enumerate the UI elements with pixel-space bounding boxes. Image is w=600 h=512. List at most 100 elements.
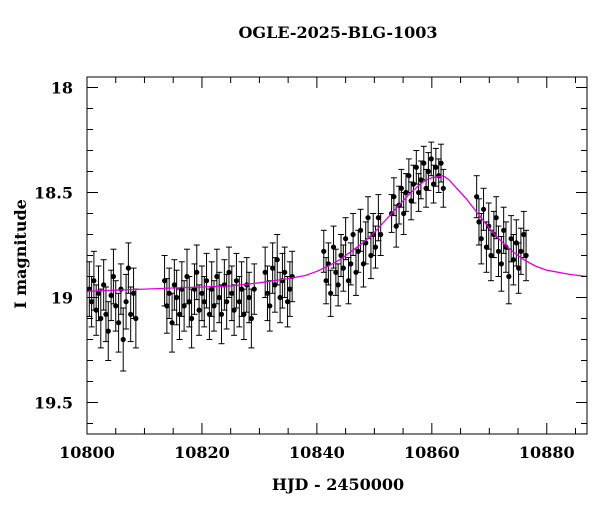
data-point <box>264 290 271 296</box>
data-point <box>423 185 429 191</box>
data-point <box>480 206 487 212</box>
data-point <box>501 227 507 233</box>
data-point <box>211 303 217 309</box>
data-point <box>95 290 102 296</box>
data-point <box>125 265 131 271</box>
data-point <box>523 252 529 259</box>
data-point <box>398 185 404 191</box>
data-point <box>277 294 283 301</box>
data-point <box>413 164 419 170</box>
x-axis-label: HJD - 2450000 <box>272 475 404 494</box>
data-point <box>233 278 240 284</box>
data-point <box>330 244 337 250</box>
data-point <box>226 269 232 275</box>
data-point <box>203 278 210 284</box>
x-tick-label: 10880 <box>519 443 575 462</box>
data-point <box>335 282 341 288</box>
data-point <box>128 311 134 317</box>
data-point <box>493 215 499 221</box>
data-point <box>181 303 187 309</box>
data-point <box>328 290 334 296</box>
data-point <box>378 231 384 238</box>
data-point <box>113 303 119 309</box>
data-point <box>287 286 293 292</box>
data-point <box>105 328 111 334</box>
data-point <box>438 160 444 166</box>
data-point <box>199 290 205 296</box>
data-point <box>93 307 99 313</box>
data-point <box>365 215 371 221</box>
data-point <box>345 278 352 284</box>
y-tick-label: 19 <box>51 289 73 308</box>
data-point <box>176 311 183 317</box>
data-point <box>231 307 237 313</box>
data-point <box>340 265 346 271</box>
data-point <box>428 156 434 162</box>
data-point <box>262 269 268 275</box>
data-point <box>241 311 247 317</box>
data-point <box>206 311 213 317</box>
data-point <box>516 265 522 271</box>
x-tick-label: 10860 <box>404 443 460 462</box>
y-axis-label: I magnitude <box>11 199 30 309</box>
y-tick-label: 18.5 <box>34 184 73 203</box>
data-point <box>236 299 242 305</box>
data-point <box>416 189 422 196</box>
data-point <box>110 273 117 280</box>
data-point <box>98 315 104 322</box>
tick-labels: 10800 10820 10840 10860 10880 18 18.5 19 19.5 <box>34 79 575 463</box>
data-point <box>118 286 124 292</box>
data-point <box>270 265 276 271</box>
data-point <box>171 282 177 288</box>
data-point <box>120 336 126 343</box>
data-point <box>476 219 482 225</box>
data-point <box>229 290 235 296</box>
data-point <box>478 236 484 242</box>
x-tick-label: 10820 <box>174 443 230 462</box>
data-point <box>108 292 114 298</box>
data-point <box>408 198 414 204</box>
plot-marks <box>86 141 588 372</box>
data-point <box>421 160 427 166</box>
x-tick-label: 10840 <box>289 443 345 462</box>
data-point <box>508 236 514 242</box>
data-point <box>282 269 288 275</box>
data-point <box>350 231 356 238</box>
data-point <box>123 299 129 305</box>
data-point <box>161 278 168 284</box>
data-point <box>174 294 180 301</box>
data-point <box>323 278 329 284</box>
data-point <box>214 273 220 280</box>
data-point <box>218 311 225 317</box>
data-point <box>357 227 364 233</box>
chart-title: OGLE-2025-BLG-1003 <box>238 23 437 42</box>
data-point <box>474 194 480 200</box>
data-point <box>248 315 254 322</box>
data-point <box>406 173 412 179</box>
data-point <box>133 315 139 322</box>
data-point <box>169 320 175 326</box>
data-point <box>86 286 92 292</box>
data-point <box>375 215 381 221</box>
data-point <box>425 168 431 175</box>
data-point <box>164 303 170 309</box>
data-point <box>246 294 252 301</box>
data-point <box>348 261 354 267</box>
data-point <box>201 299 207 305</box>
data-point <box>440 185 446 191</box>
data-point <box>116 320 122 326</box>
data-point <box>130 290 137 296</box>
data-point <box>391 194 397 200</box>
data-point <box>401 210 407 217</box>
data-point <box>88 299 95 305</box>
data-point <box>488 252 494 259</box>
data-point <box>186 299 192 305</box>
data-point <box>101 282 107 288</box>
data-point <box>372 244 379 250</box>
data-point <box>495 248 502 254</box>
data-point <box>321 248 327 254</box>
model-curve <box>86 175 588 292</box>
data-point <box>209 286 215 292</box>
data-point <box>433 164 439 170</box>
